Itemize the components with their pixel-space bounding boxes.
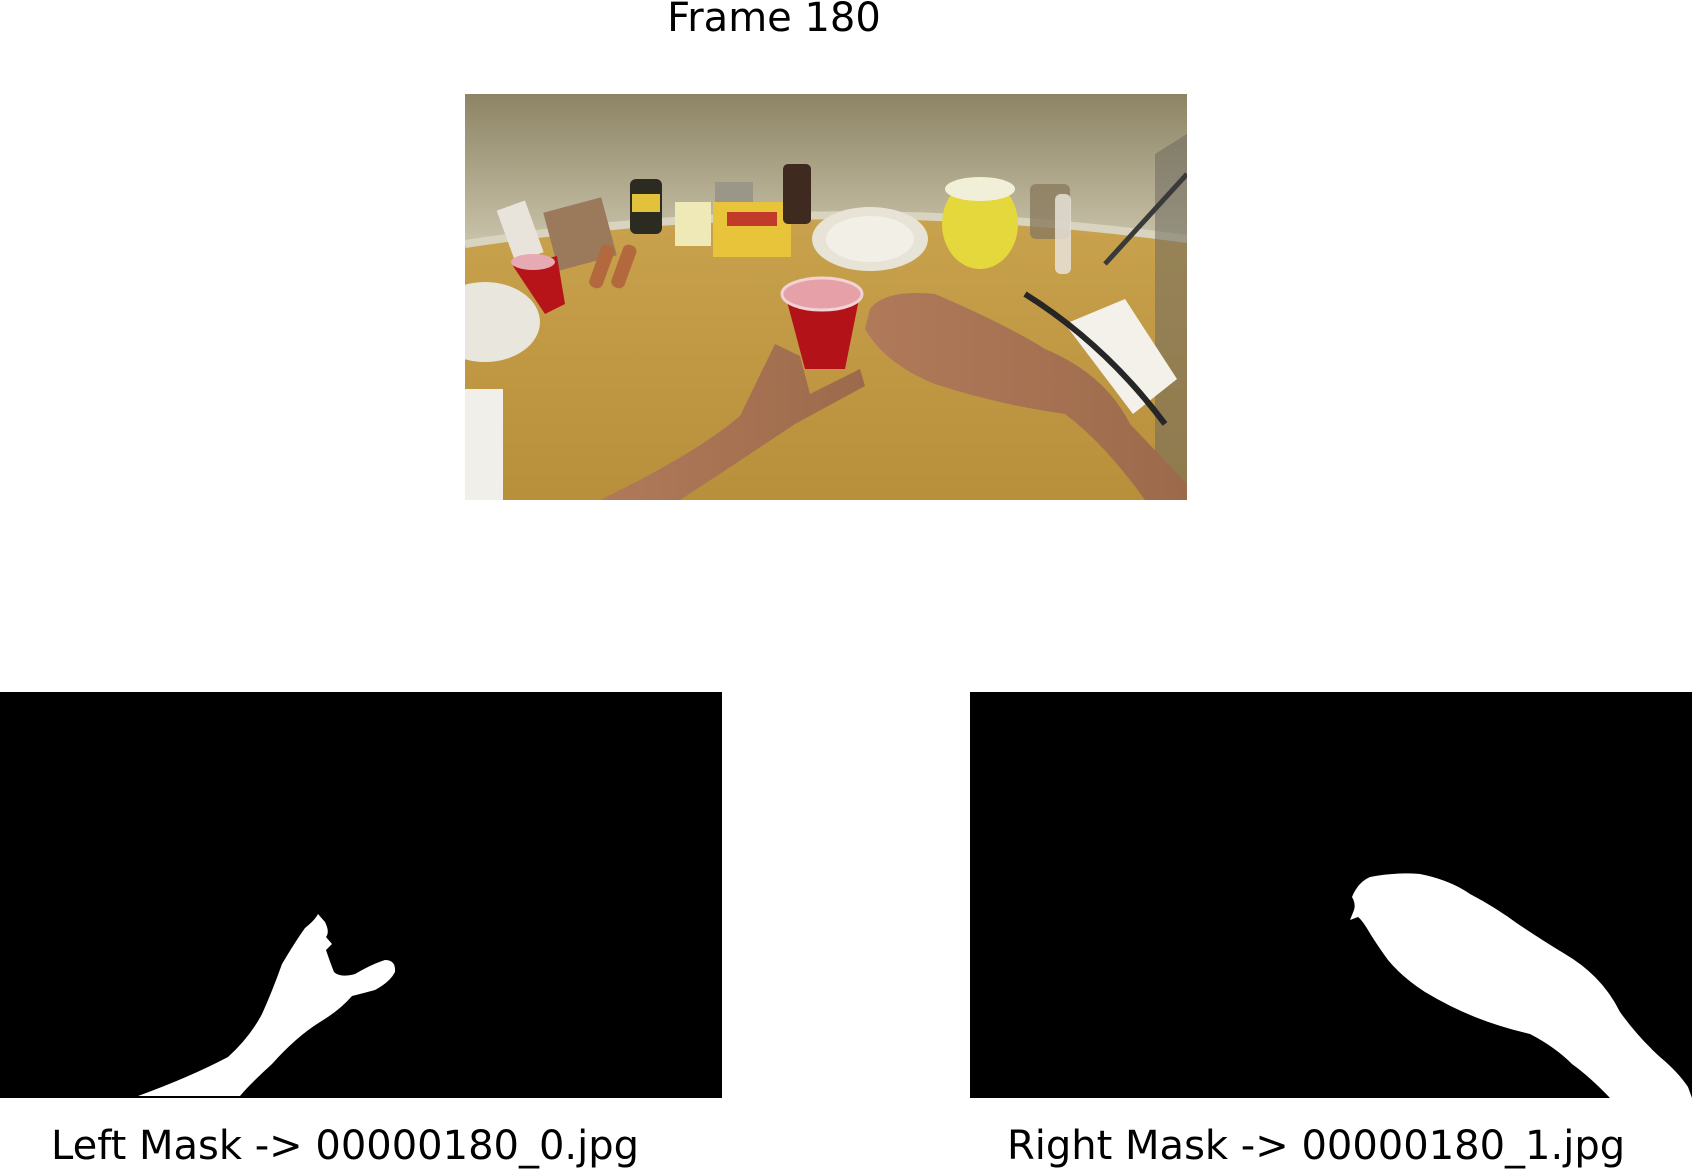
right-mask-caption: Right Mask -> 00000180_1.jpg: [1007, 1123, 1626, 1169]
left-mask-image: [0, 692, 722, 1098]
left-mask-shape: [0, 692, 722, 1098]
video-frame-image: [465, 94, 1187, 500]
right-mask-shape: [970, 692, 1692, 1098]
figure-title: Frame 180: [667, 0, 881, 41]
frame-scene: [465, 94, 1187, 500]
right-mask-image: [970, 692, 1692, 1098]
left-mask-caption: Left Mask -> 00000180_0.jpg: [51, 1123, 640, 1169]
